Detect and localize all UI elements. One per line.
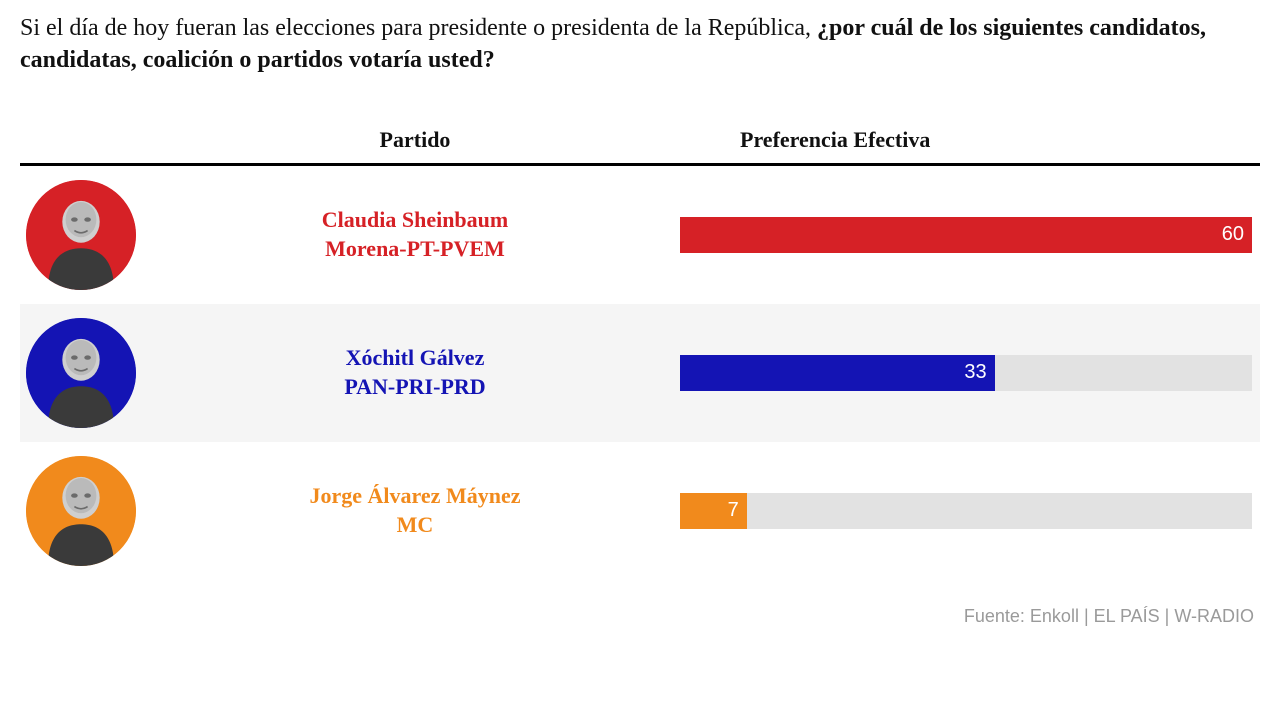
partido-cell: Claudia SheinbaumMorena-PT-PVEM <box>150 206 680 263</box>
poll-question: Si el día de hoy fueran las elecciones p… <box>20 12 1260 77</box>
candidate-name: Jorge Álvarez Máynez <box>150 482 680 511</box>
avatar-cell <box>20 318 150 428</box>
bar-track: 33 <box>680 355 1252 391</box>
candidate-photo-icon <box>26 456 136 566</box>
avatar-cell <box>20 180 150 290</box>
avatar-cell <box>20 456 150 566</box>
bar-fill: 33 <box>680 355 995 391</box>
question-prefix: Si el día de hoy fueran las elecciones p… <box>20 15 817 41</box>
candidate-party: MC <box>150 511 680 540</box>
bar-track: 7 <box>680 493 1252 529</box>
candidate-photo-icon <box>26 180 136 290</box>
bar-cell: 33 <box>680 355 1260 391</box>
candidate-party: Morena-PT-PVEM <box>150 235 680 264</box>
table-row: Jorge Álvarez MáynezMC 7 <box>20 442 1260 580</box>
table-header-row: Partido Preferencia Efectiva <box>20 127 1260 166</box>
candidate-photo-icon <box>26 318 136 428</box>
bar-fill: 60 <box>680 217 1252 253</box>
table-row: Claudia SheinbaumMorena-PT-PVEM 60 <box>20 166 1260 304</box>
candidate-name: Xóchitl Gálvez <box>150 344 680 373</box>
bar-value: 7 <box>728 499 739 522</box>
candidate-name: Claudia Sheinbaum <box>150 206 680 235</box>
header-preferencia: Preferencia Efectiva <box>680 127 1260 153</box>
candidate-avatar <box>26 318 136 428</box>
candidate-party: PAN-PRI-PRD <box>150 373 680 402</box>
bar-fill: 7 <box>680 493 747 529</box>
partido-cell: Xóchitl GálvezPAN-PRI-PRD <box>150 344 680 401</box>
bar-cell: 7 <box>680 493 1260 529</box>
bar-value: 60 <box>1222 223 1244 246</box>
candidate-avatar <box>26 456 136 566</box>
bar-value: 33 <box>964 361 986 384</box>
source-attribution: Fuente: Enkoll | EL PAÍS | W-RADIO <box>20 606 1260 627</box>
results-table: Partido Preferencia Efectiva Claudia She… <box>20 127 1260 580</box>
bar-track: 60 <box>680 217 1252 253</box>
table-row: Xóchitl GálvezPAN-PRI-PRD 33 <box>20 304 1260 442</box>
candidate-avatar <box>26 180 136 290</box>
header-partido: Partido <box>150 127 680 153</box>
partido-cell: Jorge Álvarez MáynezMC <box>150 482 680 539</box>
bar-cell: 60 <box>680 217 1260 253</box>
